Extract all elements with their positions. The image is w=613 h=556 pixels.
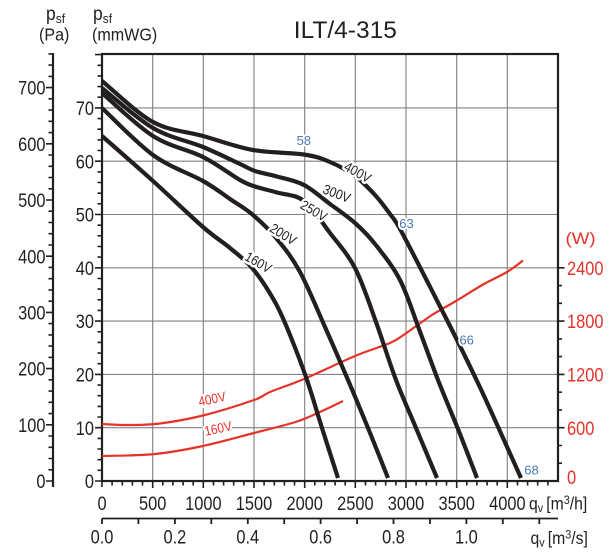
svg-text:0: 0 bbox=[97, 493, 106, 515]
svg-text:70: 70 bbox=[76, 98, 94, 120]
svg-text:1200: 1200 bbox=[567, 364, 603, 386]
svg-text:30: 30 bbox=[76, 311, 94, 333]
svg-text:qv [m3/s]: qv [m3/s] bbox=[531, 528, 588, 549]
svg-text:600: 600 bbox=[567, 417, 594, 439]
svg-text:0.6: 0.6 bbox=[309, 526, 332, 548]
svg-text:3000: 3000 bbox=[388, 493, 424, 515]
svg-text:600: 600 bbox=[18, 134, 45, 156]
svg-text:(mmWG): (mmWG) bbox=[92, 25, 157, 45]
svg-text:2500: 2500 bbox=[337, 493, 373, 515]
svg-text:500: 500 bbox=[139, 493, 166, 515]
svg-text:0: 0 bbox=[85, 471, 94, 493]
svg-text:500: 500 bbox=[18, 190, 45, 212]
svg-text:700: 700 bbox=[18, 77, 45, 99]
svg-text:4000: 4000 bbox=[489, 493, 525, 515]
svg-text:0.4: 0.4 bbox=[236, 526, 259, 548]
svg-text:0.0: 0.0 bbox=[91, 526, 114, 548]
svg-text:0: 0 bbox=[567, 467, 576, 489]
svg-text:300: 300 bbox=[18, 302, 45, 324]
svg-text:0.8: 0.8 bbox=[382, 526, 405, 548]
svg-text:60: 60 bbox=[76, 151, 94, 173]
svg-text:(Pa): (Pa) bbox=[39, 25, 69, 45]
svg-text:10: 10 bbox=[76, 417, 94, 439]
svg-text:20: 20 bbox=[76, 364, 94, 386]
svg-text:100: 100 bbox=[18, 415, 45, 437]
svg-text:1500: 1500 bbox=[236, 493, 272, 515]
svg-text:400: 400 bbox=[18, 246, 45, 268]
svg-text:ILT/4-315: ILT/4-315 bbox=[294, 17, 397, 44]
svg-text:1000: 1000 bbox=[185, 493, 221, 515]
svg-text:(W): (W) bbox=[566, 229, 596, 248]
svg-text:58: 58 bbox=[297, 133, 311, 148]
svg-text:2000: 2000 bbox=[286, 493, 322, 515]
svg-text:2400: 2400 bbox=[567, 258, 603, 280]
svg-text:0.2: 0.2 bbox=[163, 526, 186, 548]
svg-text:qv [m3/h]: qv [m3/h] bbox=[529, 494, 587, 515]
svg-text:0: 0 bbox=[36, 471, 45, 493]
svg-text:66: 66 bbox=[459, 333, 473, 348]
svg-text:1800: 1800 bbox=[567, 311, 603, 333]
svg-text:50: 50 bbox=[76, 204, 94, 226]
svg-text:200: 200 bbox=[18, 358, 45, 380]
svg-text:1.0: 1.0 bbox=[455, 526, 478, 548]
svg-text:3500: 3500 bbox=[438, 493, 474, 515]
svg-text:68: 68 bbox=[524, 463, 538, 478]
svg-text:40: 40 bbox=[76, 258, 94, 280]
svg-text:63: 63 bbox=[399, 216, 413, 231]
